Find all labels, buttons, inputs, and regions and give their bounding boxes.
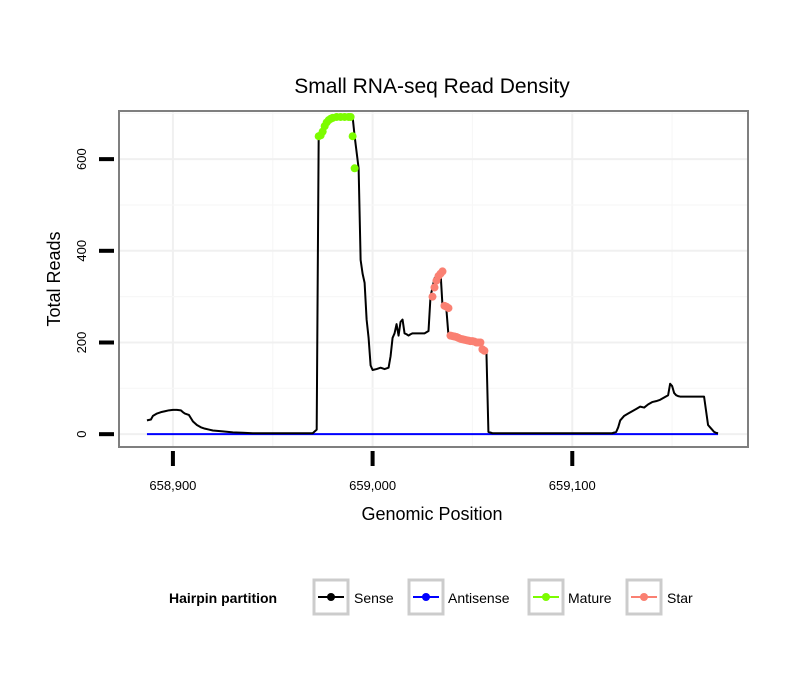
y-axis-title: Total Reads — [44, 231, 64, 326]
star-point — [428, 292, 437, 301]
legend-label-star: Star — [667, 590, 693, 606]
legend-label-sense: Sense — [354, 590, 394, 606]
y-tick-label: 200 — [74, 332, 89, 354]
y-axis: 0 200 400 600 — [74, 148, 114, 438]
star-point — [438, 267, 447, 276]
chart-title: Small RNA-seq Read Density — [294, 75, 570, 98]
sense-series-line — [146, 115, 719, 435]
legend-marker-star — [640, 593, 648, 601]
star-point — [476, 338, 485, 347]
x-tick-label: 658,900 — [149, 478, 196, 493]
legend-title: Hairpin partition — [169, 590, 277, 606]
legend-label-antisense: Antisense — [448, 590, 510, 606]
mature-point — [350, 164, 359, 173]
legend-label-mature: Mature — [568, 590, 612, 606]
legend-marker-sense — [327, 593, 335, 601]
x-axis-title: Genomic Position — [361, 504, 502, 524]
legend-marker-mature — [542, 593, 550, 601]
star-point — [480, 346, 489, 355]
x-tick-label: 659,100 — [549, 478, 596, 493]
mature-point — [346, 112, 355, 121]
star-point — [430, 283, 439, 292]
y-tick-label: 400 — [74, 240, 89, 262]
legend: Hairpin partition Sense Antisense Mature St… — [169, 578, 693, 616]
star-point — [444, 304, 453, 313]
mature-point — [348, 132, 357, 141]
x-tick-label: 659,000 — [349, 478, 396, 493]
legend-marker-antisense — [422, 593, 430, 601]
series-layer — [146, 112, 719, 436]
x-axis: 658,900 659,000 659,100 — [149, 451, 596, 493]
y-tick-label: 600 — [74, 148, 89, 170]
plot-border — [118, 110, 749, 448]
y-tick-label: 0 — [74, 431, 89, 438]
